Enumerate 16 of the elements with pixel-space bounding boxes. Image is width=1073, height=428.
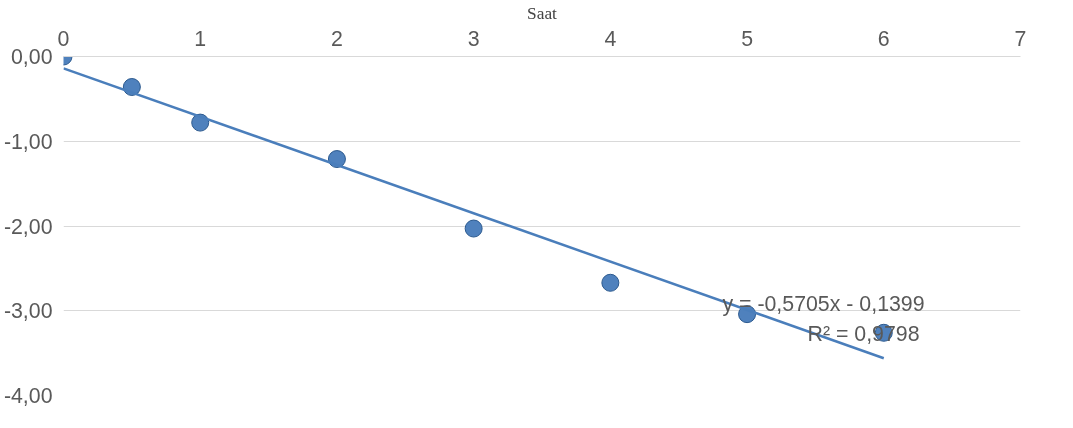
- y-tick-label: -3,00: [3, 299, 53, 324]
- x-tick-label: 7: [1014, 26, 1027, 51]
- y-tick-label: -4,00: [3, 384, 53, 408]
- x-tick-label: 3: [467, 26, 480, 51]
- y-tick-label: -1,00: [3, 129, 53, 154]
- x-tick-label: 1: [194, 26, 207, 51]
- x-tick-label: 2: [331, 26, 343, 51]
- x-tick-label: 4: [604, 26, 617, 51]
- y-tick-label: -2,00: [3, 214, 53, 239]
- y-tick-label: 0,00: [10, 45, 53, 69]
- x-tick-label: 6: [877, 26, 890, 51]
- x-tick-label: 5: [741, 26, 754, 51]
- x-tick-label: 0: [57, 26, 70, 51]
- point: [601, 273, 620, 292]
- point: [464, 219, 483, 238]
- x-axis-title: Saat: [527, 3, 558, 23]
